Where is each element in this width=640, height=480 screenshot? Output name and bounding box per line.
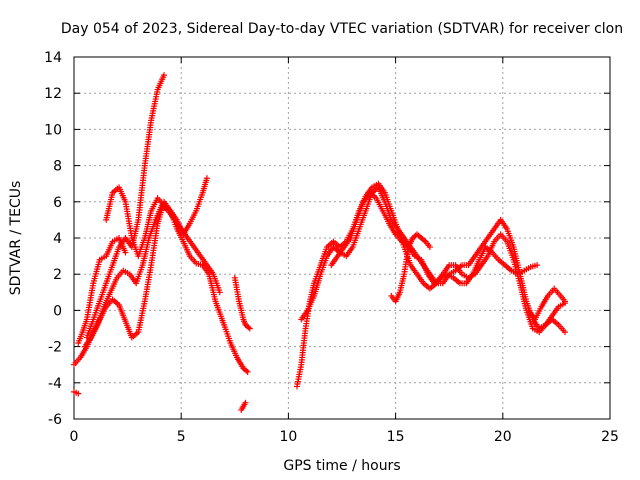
- x-tick-label: 5: [177, 429, 186, 445]
- y-tick-label: 14: [44, 50, 62, 66]
- y-tick-label: 2: [53, 267, 62, 283]
- y-tick-label: -6: [48, 412, 62, 428]
- series-arc-7: [231, 274, 253, 332]
- x-tick-label: 0: [70, 429, 79, 445]
- x-tick-label: 25: [601, 429, 619, 445]
- data-points-layer: [71, 72, 568, 413]
- y-tick-label: 10: [44, 122, 62, 138]
- series-arc-13: [525, 285, 568, 323]
- x-tick-labels: 0 5 10 15 20 25: [70, 429, 619, 445]
- data-point: [75, 390, 82, 397]
- chart-title: Day 054 of 2023, Sidereal Day-to-day VTE…: [61, 21, 623, 37]
- x-axis-label: GPS time / hours: [283, 458, 400, 474]
- data-point: [203, 175, 210, 182]
- series-arc-12: [388, 231, 433, 305]
- data-point: [242, 399, 249, 406]
- data-point: [561, 329, 568, 336]
- series-arc-4: [75, 235, 129, 346]
- series-arc-8: [238, 399, 249, 413]
- series-arc-1: [71, 198, 251, 375]
- data-point: [216, 289, 223, 296]
- data-point: [122, 249, 129, 256]
- y-tick-label: 4: [53, 231, 62, 247]
- y-tick-label: 8: [53, 159, 62, 175]
- x-tick-label: 15: [387, 429, 405, 445]
- y-tick-label: 0: [53, 303, 62, 319]
- data-point: [246, 325, 253, 332]
- data-point: [561, 298, 568, 305]
- series-arc-11: [328, 189, 541, 287]
- data-point: [161, 72, 168, 79]
- series-arc-5: [103, 175, 210, 260]
- data-point: [244, 368, 251, 375]
- data-point: [426, 244, 433, 251]
- y-axis-label: SDTVAR / TECUs: [8, 181, 24, 296]
- series-arc-2: [81, 202, 223, 350]
- data-point: [534, 262, 541, 269]
- tick-layer: [73, 56, 611, 420]
- y-tick-label: 12: [44, 86, 62, 102]
- y-tick-labels: -6 -4 -2 0 2 4 6 8 10 12 14: [44, 50, 62, 428]
- x-tick-label: 20: [494, 429, 512, 445]
- y-tick-label: 6: [53, 195, 62, 211]
- series-arc-3: [83, 72, 168, 341]
- y-tick-label: -2: [48, 340, 62, 356]
- series-arc-6: [71, 388, 82, 397]
- y-tick-label: -4: [48, 376, 62, 392]
- x-tick-label: 10: [279, 429, 297, 445]
